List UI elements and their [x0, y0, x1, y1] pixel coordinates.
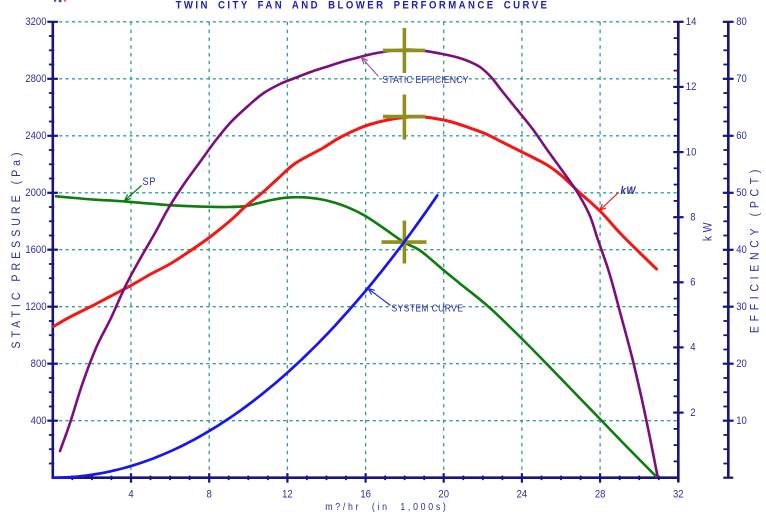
svg-text:EFFICIENCY (PCT): EFFICIENCY (PCT): [749, 165, 762, 333]
svg-text:SYSTEM CURVE: SYSTEM CURVE: [392, 303, 464, 314]
svg-text:STATIC PRESSURE (Pa): STATIC PRESSURE (Pa): [10, 148, 23, 348]
svg-text:80: 80: [736, 16, 747, 28]
svg-text:8: 8: [690, 212, 696, 224]
svg-text:4: 4: [128, 489, 134, 501]
svg-text:STATIC EFFICIENCY: STATIC EFFICIENCY: [382, 75, 469, 87]
svg-text:2000: 2000: [25, 187, 46, 199]
svg-text:400: 400: [31, 415, 47, 427]
svg-text:28: 28: [595, 489, 606, 501]
svg-text:3200: 3200: [25, 16, 46, 28]
svg-text:60: 60: [736, 130, 747, 142]
svg-text:kW: kW: [621, 185, 637, 197]
svg-text:24: 24: [517, 489, 528, 501]
svg-text:2400: 2400: [25, 130, 46, 142]
svg-text:800: 800: [31, 358, 47, 370]
svg-text:1600: 1600: [25, 244, 46, 256]
svg-text:50: 50: [736, 187, 747, 199]
svg-text:14: 14: [686, 16, 697, 28]
svg-text:30: 30: [736, 301, 747, 313]
svg-text:20: 20: [438, 489, 449, 501]
svg-text:10: 10: [736, 415, 747, 427]
svg-text:12: 12: [282, 489, 293, 501]
svg-text:4: 4: [690, 342, 696, 354]
svg-text:10: 10: [686, 147, 697, 159]
svg-text:20: 20: [736, 358, 747, 370]
svg-text:70: 70: [736, 73, 747, 85]
svg-text:16: 16: [360, 489, 371, 501]
svg-text:kW: kW: [702, 219, 715, 241]
svg-text:40: 40: [736, 244, 747, 256]
svg-text:SP: SP: [143, 176, 157, 188]
svg-text:6: 6: [690, 277, 696, 289]
svg-text:m?/hr (in 1,000s): m?/hr (in 1,000s): [325, 501, 448, 513]
svg-text:2800: 2800: [25, 73, 46, 85]
svg-text:TWIN CITY FAN AND BLOWER PERFO: TWIN CITY FAN AND BLOWER PERFORMANCE CUR…: [176, 0, 550, 12]
svg-text:8: 8: [207, 489, 213, 501]
svg-text:2: 2: [690, 407, 696, 419]
svg-text:12: 12: [686, 82, 697, 94]
svg-text:1200: 1200: [25, 301, 46, 313]
svg-text:32: 32: [673, 489, 684, 501]
